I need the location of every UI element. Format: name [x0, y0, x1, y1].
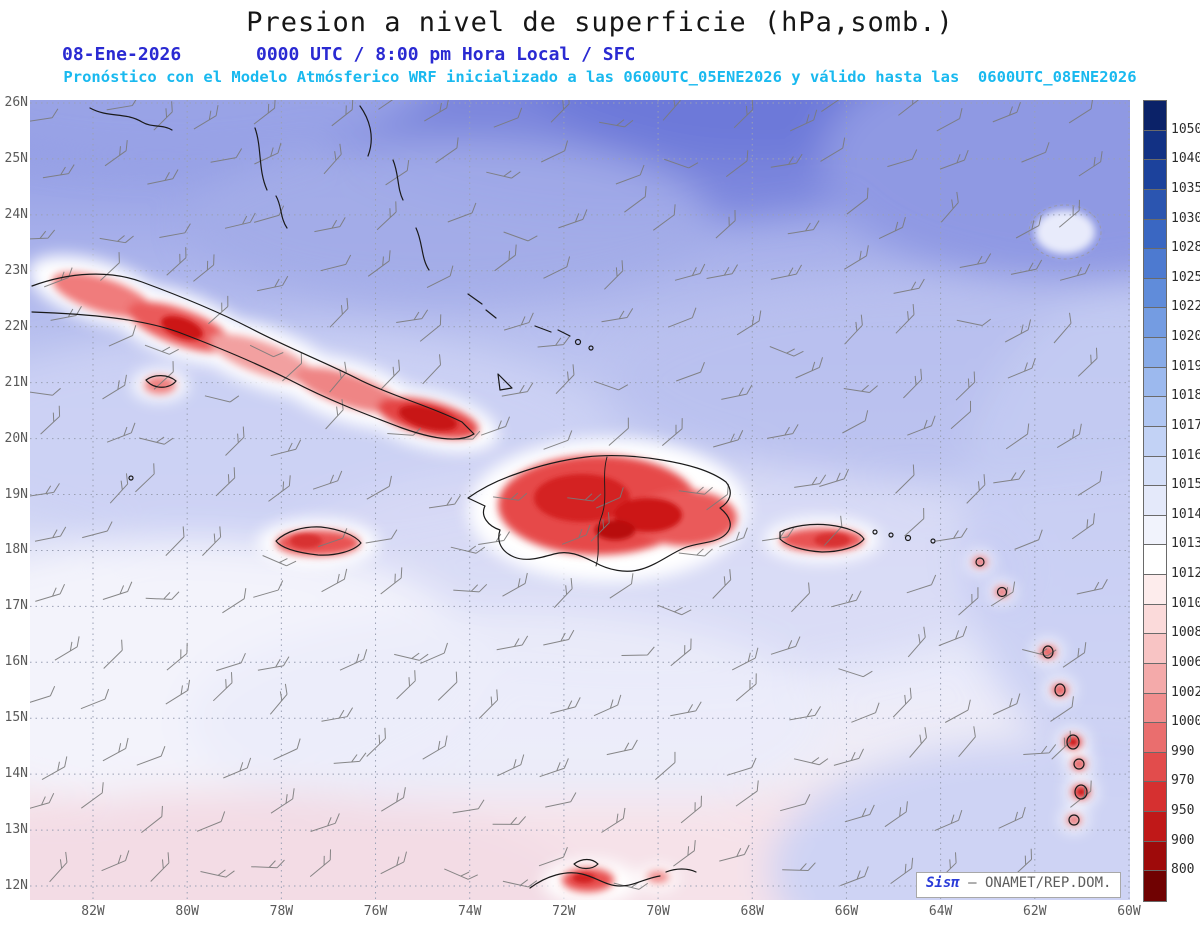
- colorbar-tick-label: 1006: [1171, 654, 1200, 670]
- colorbar-cell: [1144, 604, 1166, 635]
- colorbar-tick-label: 1008: [1171, 625, 1200, 641]
- lon-tick-label: 78W: [269, 904, 294, 919]
- lat-tick-label: 20N: [4, 430, 28, 446]
- colorbar-cell: [1144, 160, 1166, 190]
- page-title: Presion a nivel de superficie (hPa,somb.…: [246, 7, 954, 38]
- valid-date: 08-Ene-2026: [62, 44, 182, 65]
- colorbar-cell: [1144, 308, 1166, 338]
- colorbar-cell: [1144, 397, 1166, 427]
- colorbar-cell: [1144, 634, 1166, 664]
- lat-tick-label: 19N: [4, 486, 28, 502]
- colorbar-tick-label: 1025: [1171, 269, 1200, 285]
- colorbar-tick-label: 1017: [1171, 417, 1200, 433]
- lat-tick-label: 13N: [4, 822, 28, 838]
- lat-tick-label: 18N: [4, 542, 28, 558]
- colorbar-cell: [1144, 782, 1166, 812]
- colorbar-tick-label: 1040: [1171, 151, 1200, 167]
- colorbar-cell: [1144, 545, 1166, 575]
- colorbar-cell: [1144, 812, 1166, 842]
- colorbar-cell: [1144, 278, 1166, 309]
- colorbar-cell: [1144, 426, 1166, 457]
- colorbar-cell: [1144, 219, 1166, 250]
- colorbar-cell: [1144, 367, 1166, 398]
- colorbar-tick-label: 1002: [1171, 684, 1200, 700]
- colorbar-tick-label: 1035: [1171, 180, 1200, 196]
- high-cell-spot: [1035, 210, 1095, 254]
- lon-tick-label: 80W: [175, 904, 199, 919]
- colorbar-cell: [1144, 130, 1166, 161]
- colorbar-cell: [1144, 841, 1166, 872]
- lon-tick-label: 82W: [81, 904, 105, 919]
- grid-lines: [30, 100, 1130, 900]
- forecast-info-line: Pronóstico con el Modelo Atmósferico WRF…: [63, 68, 1137, 86]
- lat-tick-label: 16N: [4, 654, 28, 670]
- colorbar-cell: [1144, 575, 1166, 605]
- colorbar-cell: [1144, 101, 1166, 131]
- colorbar-cell: [1144, 456, 1166, 487]
- lat-tick-label: 12N: [4, 878, 28, 894]
- lat-tick-label: 14N: [4, 766, 28, 782]
- lat-tick-label: 15N: [4, 710, 28, 726]
- colorbar-tick-label: 1015: [1171, 477, 1200, 493]
- lon-tick-label: 68W: [740, 904, 764, 919]
- colorbar-tick-label: 990: [1171, 743, 1195, 759]
- colorbar-cell: [1144, 752, 1166, 783]
- lon-tick-label: 74W: [457, 904, 482, 919]
- colorbar-tick-label: 1020: [1171, 329, 1200, 345]
- attribution-text: – ONAMET/REP.DOM.: [959, 875, 1112, 891]
- colorbar-cell: [1144, 663, 1166, 694]
- colorbar-tick-label: 1050: [1171, 121, 1200, 137]
- lat-tick-label: 23N: [4, 262, 28, 278]
- colorbar-cell: [1144, 871, 1166, 901]
- colorbar: [1143, 100, 1167, 902]
- colorbar-tick-label: 900: [1171, 832, 1195, 848]
- colorbar-tick-label: 1030: [1171, 210, 1200, 226]
- attribution-box: Sisπ – ONAMET/REP.DOM.: [916, 872, 1122, 898]
- colorbar-tick-label: 1013: [1171, 536, 1200, 552]
- colorbar-cell: [1144, 249, 1166, 279]
- colorbar-cell: [1144, 189, 1166, 220]
- low-pressure-cores: [161, 315, 1085, 883]
- lon-tick-label: 76W: [363, 904, 388, 919]
- lon-tick-label: 70W: [646, 904, 670, 919]
- colorbar-cell: [1144, 515, 1166, 546]
- colorbar-tick-label: 1016: [1171, 447, 1200, 463]
- lon-tick-label: 66W: [834, 904, 859, 919]
- colorbar-tick-label: 1018: [1171, 388, 1200, 404]
- colorbar-tick-label: 1012: [1171, 566, 1200, 582]
- lon-tick-label: 64W: [928, 904, 953, 919]
- wind-barbs: [21, 84, 1108, 892]
- lat-tick-label: 22N: [4, 318, 28, 334]
- valid-time: 0000 UTC / 8:00 pm Hora Local / SFC: [256, 44, 636, 65]
- valid-time-line: 08-Ene-2026 0000 UTC / 8:00 pm Hora Loca…: [0, 44, 1200, 66]
- attribution-brand: Sisπ: [926, 875, 960, 891]
- lat-tick-label: 21N: [4, 374, 28, 390]
- lat-tick-label: 17N: [4, 598, 28, 614]
- colorbar-tick-label: 1022: [1171, 299, 1200, 315]
- lon-tick-label: 72W: [552, 904, 576, 919]
- lon-tick-label: 62W: [1023, 904, 1047, 919]
- colorbar-tick-label: 1010: [1171, 595, 1200, 611]
- colorbar-tick-label: 970: [1171, 773, 1195, 789]
- colorbar-cell: [1144, 723, 1166, 753]
- colorbar-tick-label: 1000: [1171, 714, 1200, 730]
- colorbar-cell: [1144, 338, 1166, 368]
- colorbar-tick-label: 800: [1171, 862, 1195, 878]
- colorbar-tick-label: 1028: [1171, 240, 1200, 256]
- colorbar-cell: [1144, 486, 1166, 516]
- coastlines: [31, 105, 1088, 889]
- lat-tick-label: 25N: [4, 150, 28, 166]
- colorbar-tick-label: 950: [1171, 803, 1195, 819]
- colorbar-cell: [1144, 693, 1166, 724]
- colorbar-tick-label: 1019: [1171, 358, 1200, 374]
- colorbar-tick-label: 1014: [1171, 506, 1200, 522]
- lon-tick-label: 60W: [1117, 904, 1141, 919]
- contour-ring: [1028, 204, 1102, 260]
- lat-tick-label: 24N: [4, 206, 28, 222]
